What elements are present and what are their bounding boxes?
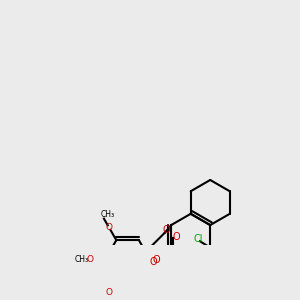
Text: O: O <box>86 255 93 264</box>
Text: O: O <box>152 255 160 265</box>
Text: CH₃: CH₃ <box>75 255 89 264</box>
Text: O: O <box>162 225 170 235</box>
Text: O: O <box>105 223 112 232</box>
Text: O: O <box>149 257 157 267</box>
Text: O: O <box>173 232 181 242</box>
Text: Cl: Cl <box>194 234 203 244</box>
Text: O: O <box>105 288 112 297</box>
Text: CH₃: CH₃ <box>101 210 115 219</box>
